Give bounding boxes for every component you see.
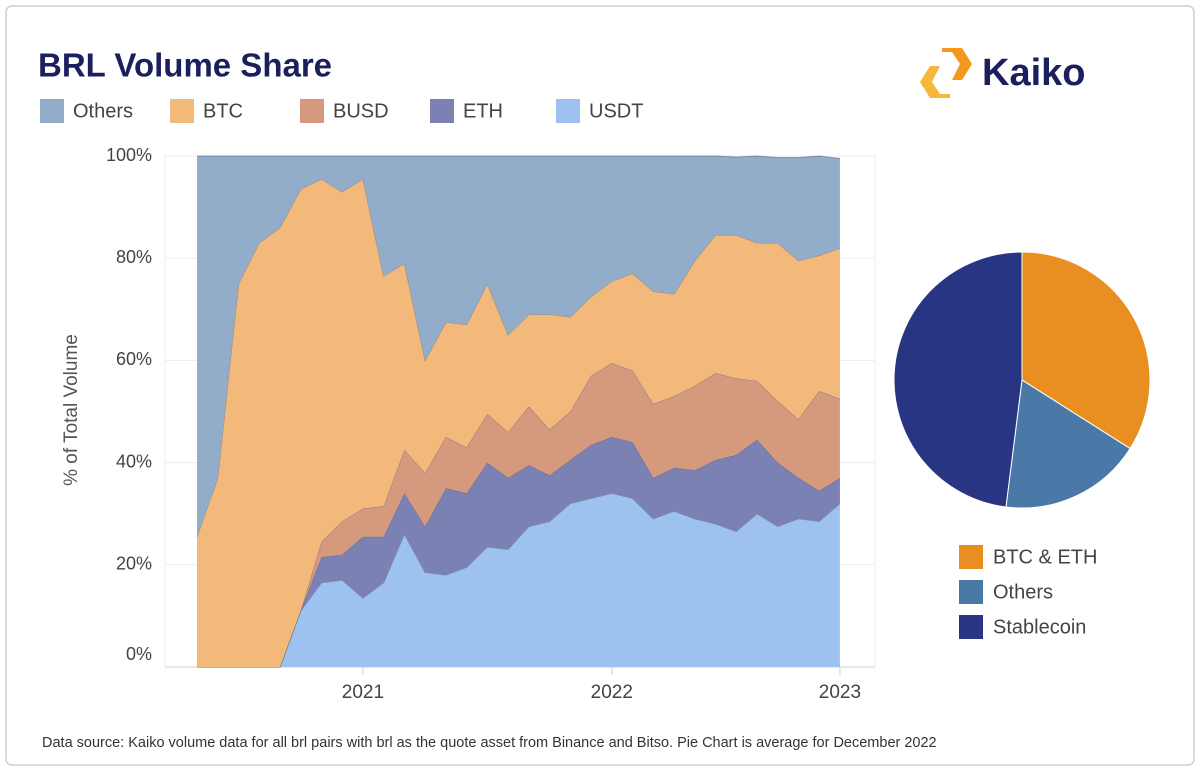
y-tick-label: 60% [116, 349, 152, 369]
logo: Kaiko [920, 48, 1085, 98]
area [197, 178, 840, 667]
y-tick-label: 40% [116, 451, 152, 471]
area-edge [197, 155, 841, 160]
x-tick-label: 2023 [819, 682, 861, 703]
source-note: Data source: Kaiko volume data for all b… [42, 735, 937, 751]
y-tick-label: 20% [116, 554, 152, 574]
legend-label: BUSD [333, 100, 389, 122]
area [197, 156, 840, 537]
legend-swatch [40, 99, 64, 123]
y-tick-label: 0% [126, 644, 152, 664]
pie-slice [893, 251, 1023, 508]
legend-swatch [430, 99, 454, 123]
area [197, 493, 840, 667]
legend-label: BTC [203, 100, 243, 122]
area [197, 437, 840, 667]
pie-slice [1005, 379, 1131, 509]
legend-swatch [170, 99, 194, 123]
legend-label: USDT [589, 100, 643, 122]
x-tick-label: 2021 [342, 682, 384, 703]
legend-label: ETH [463, 100, 503, 122]
pie-slice [1021, 251, 1151, 450]
legend-swatch [959, 615, 983, 639]
legend-swatch [959, 580, 983, 604]
chart-title: BRL Volume Share [38, 47, 332, 84]
legend-swatch [556, 99, 580, 123]
y-tick-label: 100% [106, 145, 152, 165]
area [197, 362, 840, 667]
legend-swatch [300, 99, 324, 123]
legend-label: BTC & ETH [993, 546, 1097, 568]
logo-icon [942, 48, 972, 80]
legend-label: Stablecoin [993, 616, 1086, 638]
legend-label: Others [993, 581, 1053, 603]
logo-icon [920, 66, 950, 98]
y-axis-label: % of Total Volume [61, 334, 82, 486]
y-tick-label: 80% [116, 247, 152, 267]
logo-text: Kaiko [982, 52, 1085, 94]
legend-label: Others [73, 100, 133, 122]
legend-swatch [959, 545, 983, 569]
x-tick-label: 2022 [591, 682, 633, 703]
